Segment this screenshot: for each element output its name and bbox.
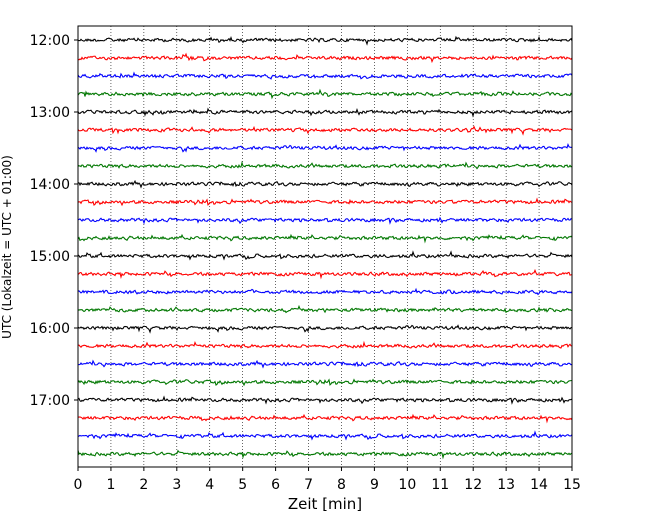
trace-1745 — [77, 449, 573, 460]
seismic-traces — [77, 35, 573, 460]
x-tick-label: 1 — [106, 477, 115, 493]
x-tick-label: 4 — [205, 477, 214, 493]
y-axis-label: UTC (Lokalzeit = UTC + 01:00) — [0, 155, 14, 339]
trace-1400 — [77, 179, 573, 189]
trace-1530 — [77, 287, 573, 296]
trace-1430 — [77, 216, 573, 225]
y-axis-ticks: 12:00 13:00 14:00 15:00 16:00 17:00 — [30, 33, 78, 409]
trace-1445 — [77, 233, 573, 244]
x-axis-ticks: 0 1 2 3 4 5 6 7 8 9 10 11 12 13 14 15 — [74, 467, 581, 493]
x-tick-label: 2 — [139, 477, 148, 493]
trace-1230 — [77, 71, 573, 80]
y-tick-label: 15:00 — [30, 249, 70, 265]
y-tick-label: 13:00 — [30, 105, 70, 121]
x-axis-label: Zeit [min] — [288, 495, 362, 513]
x-tick-label: 3 — [172, 477, 181, 493]
x-tick-label: 11 — [431, 477, 449, 493]
y-tick-label: 14:00 — [30, 177, 70, 193]
trace-1615 — [77, 340, 573, 349]
trace-1730 — [77, 430, 573, 441]
trace-1715 — [77, 413, 573, 424]
x-tick-label: 6 — [271, 477, 280, 493]
trace-1330 — [77, 143, 573, 153]
x-tick-label: 8 — [337, 477, 346, 493]
x-tick-label: 5 — [238, 477, 247, 493]
trace-1645 — [77, 378, 573, 387]
y-tick-label: 17:00 — [30, 393, 70, 409]
trace-1415 — [77, 197, 573, 207]
trace-1545 — [77, 304, 573, 314]
y-tick-label: 12:00 — [30, 33, 70, 49]
x-tick-label: 10 — [398, 477, 416, 493]
trace-1345 — [77, 160, 573, 170]
trace-1700 — [77, 395, 573, 405]
x-tick-label: 13 — [497, 477, 515, 493]
x-tick-label: 15 — [563, 477, 581, 493]
x-tick-label: 12 — [464, 477, 482, 493]
trace-1630 — [77, 359, 573, 369]
x-tick-label: 14 — [530, 477, 548, 493]
trace-1215 — [77, 52, 573, 64]
trace-1515 — [77, 268, 573, 280]
trace-1245 — [77, 88, 573, 100]
trace-1300 — [77, 107, 573, 118]
plot-frame — [77, 25, 573, 468]
trace-1315 — [77, 125, 573, 136]
x-tick-label: 7 — [304, 477, 313, 493]
x-tick-label: 9 — [370, 477, 379, 493]
trace-1200 — [77, 35, 573, 46]
trace-1600 — [77, 324, 573, 334]
x-tick-label: 0 — [74, 477, 83, 493]
y-tick-label: 16:00 — [30, 321, 70, 337]
trace-1500 — [77, 250, 573, 261]
